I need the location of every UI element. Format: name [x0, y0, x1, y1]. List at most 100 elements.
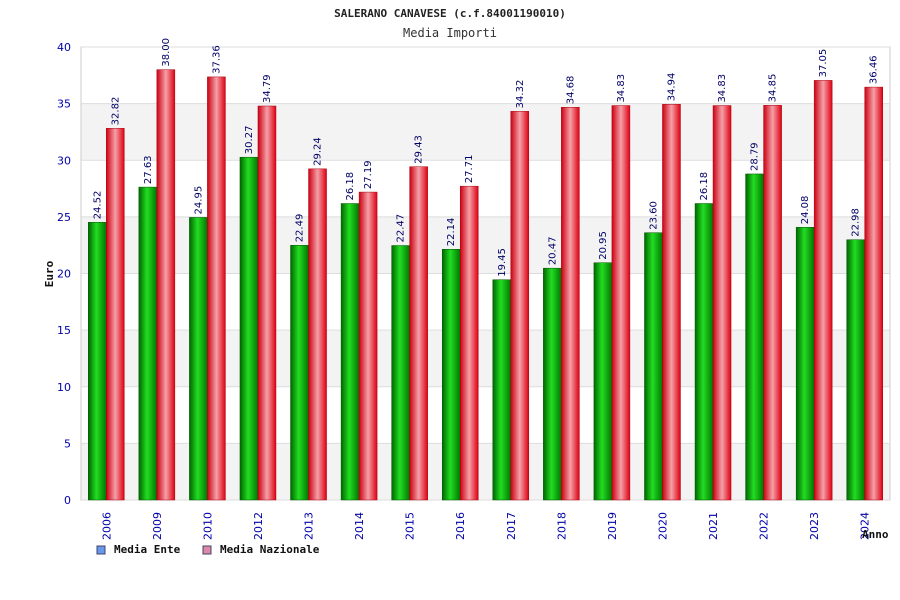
data-label-media-ente-2015: 22.47 — [396, 214, 407, 243]
data-label-media-nazionale-2019: 34.83 — [616, 74, 627, 103]
bars: 24.52 32.82 27.63 38.00 24.95 37.36 30.27 34.79… — [88, 38, 883, 501]
bar-media-ente-2013 — [290, 245, 309, 501]
data-label-media-ente-2024: 22.98 — [851, 208, 862, 237]
bar-media-nazionale-2018 — [561, 106, 580, 501]
x-tick-label-2021: 2021 — [707, 512, 720, 540]
x-tick-label-2017: 2017 — [505, 512, 518, 540]
y-tick-label: 25 — [57, 211, 71, 224]
y-tick-label: 30 — [57, 154, 71, 167]
legend-label-media-ente: Media Ente — [114, 543, 181, 556]
data-label-media-ente-2020: 23.60 — [648, 201, 659, 230]
x-tick-label-2016: 2016 — [454, 512, 467, 540]
data-label-media-nazionale-2024: 36.46 — [869, 55, 880, 84]
data-label-media-nazionale-2023: 37.05 — [818, 49, 829, 78]
y-tick-label: 15 — [57, 324, 71, 337]
y-tick-label: 35 — [57, 98, 71, 111]
y-tick-label: 5 — [64, 437, 71, 450]
data-label-media-ente-2019: 20.95 — [598, 231, 609, 260]
bar-media-nazionale-2024 — [864, 86, 883, 501]
chart-subtitle: Media Importi — [403, 26, 497, 40]
x-tick-label-2006: 2006 — [100, 512, 113, 540]
legend-label-media-nazionale: Media Nazionale — [220, 543, 320, 556]
bar-media-nazionale-2019 — [611, 105, 631, 501]
data-label-media-nazionale-2017: 34.32 — [515, 80, 526, 109]
bar-media-nazionale-2006 — [106, 128, 125, 501]
y-tick-label: 20 — [57, 268, 71, 281]
x-axis-ticks: 2006 2009 2010 2012 2013 2014 2015 2016 2017 2018… — [100, 512, 871, 540]
data-label-media-ente-2006: 24.52 — [92, 191, 103, 220]
bar-media-nazionale-2013 — [308, 168, 327, 501]
bar-media-ente-2021 — [694, 203, 714, 501]
legend-swatch-media-ente — [96, 545, 106, 555]
bar-media-ente-2019 — [593, 262, 613, 501]
data-label-media-ente-2021: 26.18 — [699, 172, 710, 201]
data-label-media-ente-2009: 27.63 — [143, 155, 154, 184]
bar-media-ente-2010 — [189, 217, 208, 501]
y-axis-ticks: 0 5 10 15 20 25 30 35 40 — [57, 41, 71, 507]
bar-media-ente-2024 — [846, 239, 865, 501]
data-label-media-ente-2012: 30.27 — [244, 126, 255, 155]
bar-media-ente-2015 — [391, 245, 410, 501]
x-tick-label-2012: 2012 — [252, 512, 265, 540]
x-tick-label-2014: 2014 — [353, 512, 366, 540]
data-label-media-nazionale-2013: 29.24 — [313, 137, 324, 166]
x-tick-label-2019: 2019 — [606, 512, 619, 540]
x-tick-label-2009: 2009 — [151, 512, 164, 540]
data-label-media-nazionale-2016: 27.71 — [464, 155, 475, 184]
x-axis-label: Anno — [862, 528, 889, 541]
y-tick-label: 10 — [57, 381, 71, 394]
bar-media-ente-2020 — [644, 232, 663, 501]
x-tick-label-2015: 2015 — [404, 512, 417, 540]
y-tick-label: 0 — [64, 494, 71, 507]
legend-swatch-media-nazionale — [202, 545, 212, 555]
bar-media-ente-2009 — [138, 186, 158, 501]
x-tick-label-2022: 2022 — [758, 512, 771, 540]
data-label-media-nazionale-2010: 37.36 — [211, 45, 222, 74]
bar-media-ente-2012 — [239, 156, 259, 501]
data-label-media-nazionale-2018: 34.68 — [565, 76, 576, 105]
y-axis-label: Euro — [43, 260, 56, 287]
data-label-media-ente-2022: 28.79 — [750, 142, 761, 171]
data-label-media-nazionale-2006: 32.82 — [110, 97, 121, 126]
bar-media-nazionale-2021 — [712, 105, 732, 501]
data-label-media-nazionale-2014: 27.19 — [363, 160, 374, 189]
bar-media-ente-2014 — [340, 203, 360, 501]
bar-media-nazionale-2022 — [763, 105, 782, 501]
bar-media-nazionale-2023 — [813, 80, 833, 501]
data-label-media-nazionale-2021: 34.83 — [717, 74, 728, 103]
bar-media-nazionale-2010 — [207, 76, 226, 501]
bar-media-nazionale-2016 — [459, 185, 479, 501]
data-label-media-ente-2013: 22.49 — [295, 214, 306, 243]
data-label-media-ente-2016: 22.14 — [446, 218, 457, 247]
bar-media-nazionale-2012 — [257, 105, 277, 501]
data-label-media-nazionale-2022: 34.85 — [768, 74, 779, 103]
data-label-media-ente-2023: 24.08 — [800, 196, 811, 225]
data-label-media-nazionale-2020: 34.94 — [666, 73, 677, 102]
x-tick-label-2013: 2013 — [303, 512, 316, 540]
x-tick-label-2010: 2010 — [201, 512, 214, 540]
bar-media-ente-2017 — [492, 279, 512, 501]
legend: Media Ente Media Nazionale — [96, 543, 320, 556]
bar-media-ente-2006 — [88, 222, 107, 501]
chart-title: SALERANO CANAVESE (c.f.84001190010) — [334, 7, 566, 20]
x-tick-label-2023: 2023 — [808, 512, 821, 540]
x-tick-label-2018: 2018 — [555, 512, 568, 540]
bar-media-ente-2023 — [795, 227, 815, 501]
bar-media-nazionale-2015 — [409, 166, 428, 501]
x-tick-label-2024: 2024 — [859, 512, 872, 540]
bar-media-nazionale-2017 — [510, 111, 530, 501]
data-label-media-nazionale-2012: 34.79 — [262, 74, 273, 103]
bar-media-ente-2018 — [543, 267, 562, 501]
data-label-media-ente-2014: 26.18 — [345, 172, 356, 201]
bar-media-nazionale-2020 — [662, 104, 681, 501]
bar-media-nazionale-2014 — [358, 191, 378, 501]
bar-media-ente-2022 — [745, 173, 764, 501]
data-label-media-nazionale-2015: 29.43 — [414, 135, 425, 164]
data-label-media-nazionale-2009: 38.00 — [161, 38, 172, 67]
x-tick-label-2020: 2020 — [656, 512, 669, 540]
y-tick-label: 40 — [57, 41, 71, 54]
data-label-media-ente-2018: 20.47 — [547, 237, 558, 266]
bar-media-nazionale-2009 — [156, 69, 176, 501]
bar-media-ente-2016 — [441, 249, 461, 501]
